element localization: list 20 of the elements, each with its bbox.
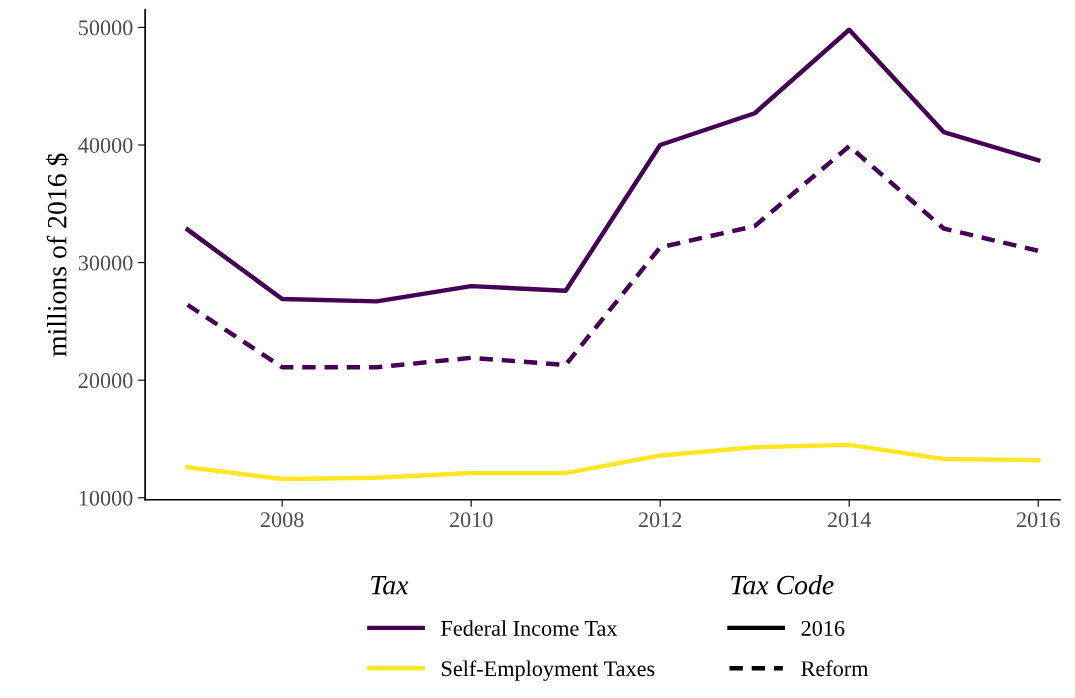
line-series <box>185 143 1041 370</box>
x-tick-label: 2016 <box>1016 512 1060 528</box>
line-series <box>185 442 1041 482</box>
y-axis-title: millions of 2016 $ <box>46 153 69 357</box>
legend-title: Tax <box>371 576 409 595</box>
y-tick-label: 20000 <box>78 373 133 389</box>
line-series <box>185 27 1041 304</box>
y-tick-label: 50000 <box>79 20 133 36</box>
text: Reform <box>801 660 869 677</box>
y-tick-label: 10000 <box>79 490 133 506</box>
legend-label: Federal Income Tax <box>441 620 618 636</box>
x-tick-label: 2014 <box>827 512 872 528</box>
x-tick-label: 2008 <box>260 512 304 528</box>
text: 2016 <box>801 620 845 636</box>
text: Tax Code <box>731 574 834 595</box>
y-tick-label: 40000 <box>78 137 133 153</box>
y-tick-label: 30000 <box>78 255 133 271</box>
legend-label: Self-Employment Taxes <box>441 660 655 681</box>
x-tick-label: 2012 <box>638 512 682 528</box>
x-tick-label: 2010 <box>449 512 493 528</box>
